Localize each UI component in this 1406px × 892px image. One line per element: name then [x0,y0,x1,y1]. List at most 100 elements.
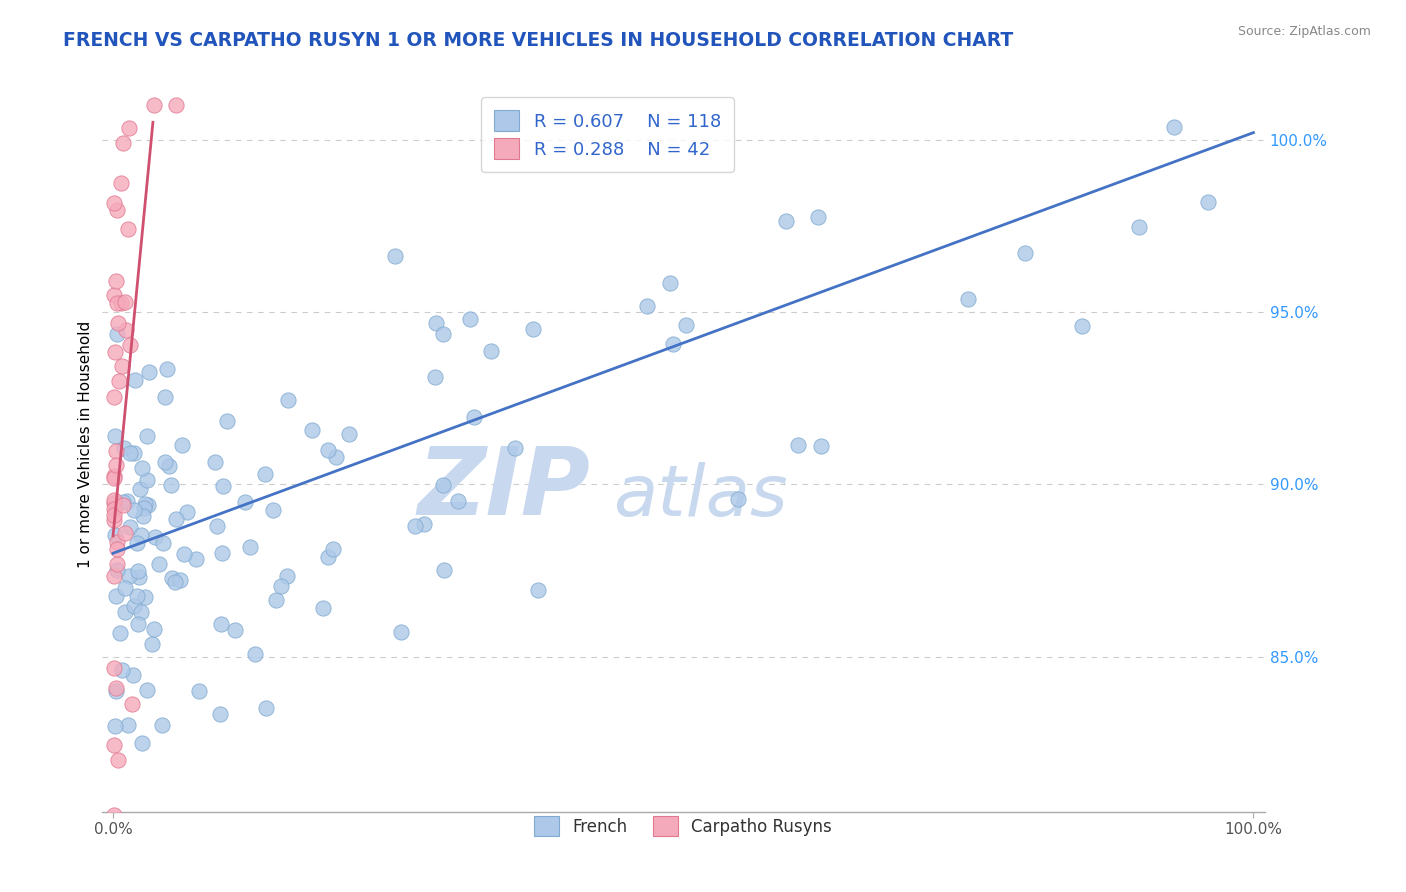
Point [122,503,145,517]
Legend: French, Carpatho Rusyns: French, Carpatho Rusyns [526,808,841,844]
Point [103,390,125,404]
Point [432,478,454,492]
Point [131,508,153,523]
Point [127,536,149,550]
Point [129,528,152,542]
Point [277,393,299,408]
Point [105,202,128,217]
Point [170,438,193,452]
Point [104,345,127,359]
Text: ZIP: ZIP [418,442,591,534]
Point [114,323,136,337]
Point [104,528,127,542]
Point [659,277,682,291]
Point [103,569,125,583]
Point [110,296,132,310]
Point [118,446,141,460]
Point [337,427,360,442]
Point [112,495,135,509]
Point [132,500,155,515]
Point [110,177,132,191]
Point [134,498,156,512]
Point [104,719,127,733]
Point [155,455,177,469]
Point [211,479,233,493]
Point [160,571,183,585]
Point [111,663,134,677]
Point [270,579,292,593]
Point [458,312,481,326]
Point [104,458,127,472]
Point [675,318,697,332]
Point [117,718,139,732]
Y-axis label: 1 or more Vehicles in Household: 1 or more Vehicles in Household [79,321,93,568]
Point [127,564,149,578]
Point [103,513,125,527]
Point [129,605,152,619]
Point [103,470,125,484]
Point [239,540,262,554]
Point [117,568,139,582]
Point [103,196,125,211]
Point [235,494,257,508]
Point [142,98,165,112]
Point [104,681,127,695]
Point [176,505,198,519]
Point [117,494,139,508]
Point [254,701,277,715]
Point [143,622,166,636]
Point [124,373,146,387]
Point [134,591,156,605]
Point [110,359,132,373]
Point [527,582,550,597]
Point [131,736,153,750]
Point [807,211,830,225]
Point [103,469,125,483]
Point [301,423,323,437]
Point [479,344,502,359]
Point [136,498,159,512]
Point [127,617,149,632]
Point [107,316,129,330]
Point [122,599,145,613]
Point [120,520,142,534]
Point [384,249,406,263]
Point [463,409,485,424]
Point [316,442,339,457]
Point [105,557,128,571]
Point [103,661,125,675]
Point [122,668,145,682]
Point [156,362,179,376]
Point [114,605,136,619]
Point [163,574,186,589]
Point [312,601,335,615]
Point [111,498,134,512]
Point [103,493,125,508]
Point [1163,120,1185,135]
Point [104,444,127,458]
Point [157,459,180,474]
Point [432,327,454,342]
Text: atlas: atlas [613,461,789,531]
Point [121,698,143,712]
Point [135,473,157,487]
Point [105,326,128,341]
Point [1014,245,1036,260]
Point [105,274,128,288]
Point [160,478,183,492]
Point [153,391,176,405]
Point [318,549,340,564]
Point [107,374,129,388]
Point [104,429,127,443]
Point [325,450,347,464]
Point [107,541,129,556]
Point [727,491,749,506]
Point [118,121,141,136]
Point [1128,219,1150,234]
Point [662,337,685,351]
Point [224,623,246,637]
Point [114,526,136,541]
Point [412,517,434,532]
Point [148,558,170,572]
Point [522,322,544,336]
